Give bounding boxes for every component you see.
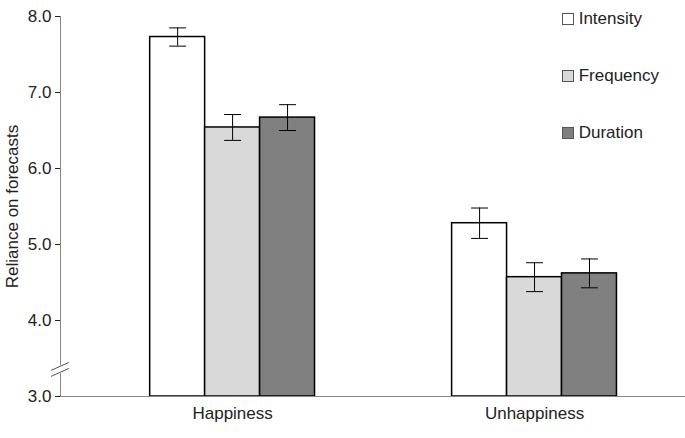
svg-text:Unhappiness: Unhappiness: [485, 404, 584, 423]
html-text:Frequency: Frequency: [578, 66, 659, 85]
svg-text:Happiness: Happiness: [192, 404, 272, 423]
svg-text:5.0: 5.0: [28, 235, 52, 254]
svg-text:6.0: 6.0: [28, 159, 52, 178]
svg-text:3.0: 3.0: [28, 387, 52, 406]
svg-text:8.0: 8.0: [28, 7, 52, 26]
html-text:Intensity: Intensity: [578, 9, 642, 28]
svg-text:7.0: 7.0: [28, 83, 52, 102]
svg-text:4.0: 4.0: [28, 311, 52, 330]
svg-text:Reliance on forecasts: Reliance on forecasts: [3, 125, 22, 288]
html-text:Duration: Duration: [578, 123, 643, 142]
